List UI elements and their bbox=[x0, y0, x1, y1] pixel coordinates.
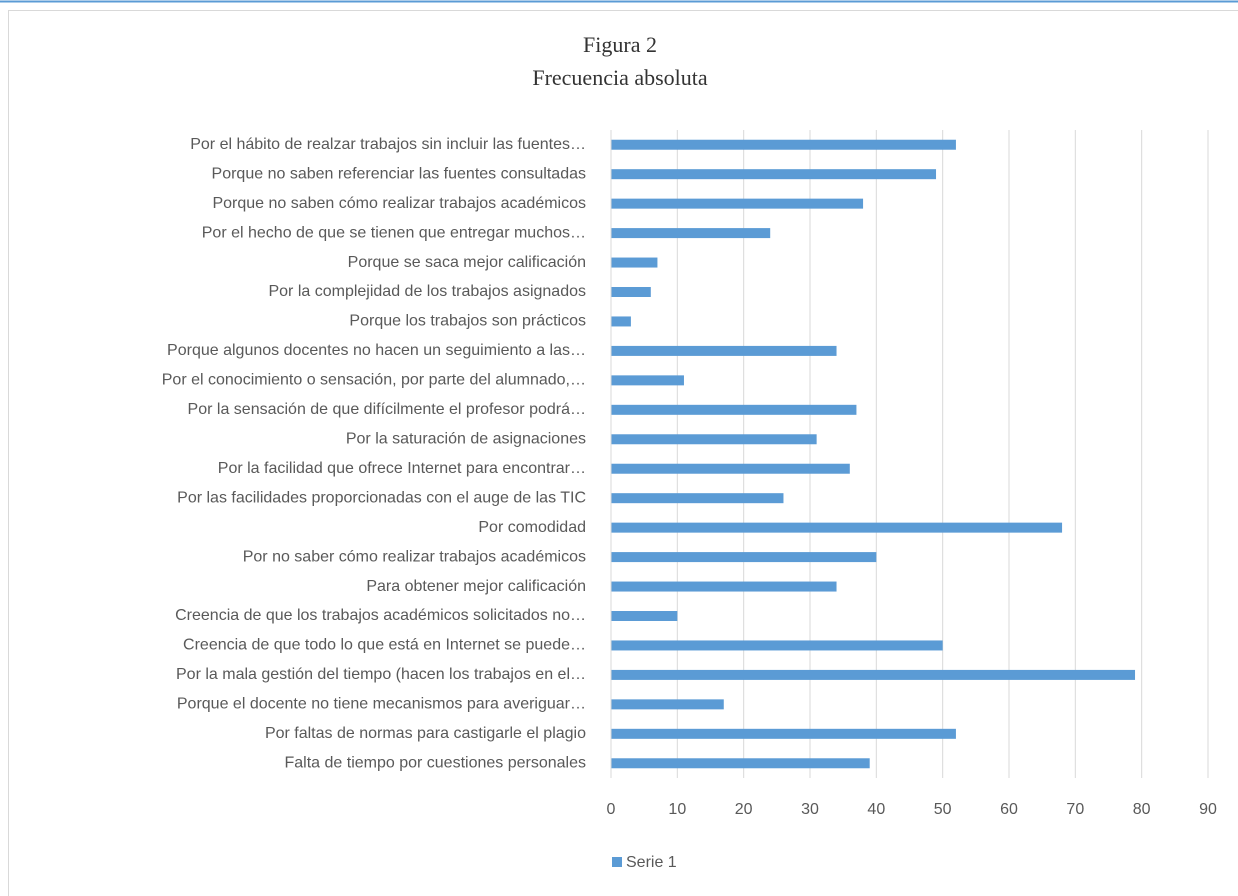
y-tick-label: Por las facilidades proporcionadas con e… bbox=[177, 489, 586, 506]
y-tick-label: Falta de tiempo por cuestiones personale… bbox=[284, 754, 586, 771]
x-tick-label: 90 bbox=[1199, 801, 1217, 818]
bar bbox=[611, 198, 864, 209]
bar bbox=[611, 552, 877, 563]
legend-label: Serie 1 bbox=[626, 854, 677, 871]
bar bbox=[611, 169, 937, 180]
bar bbox=[611, 404, 857, 415]
bar bbox=[611, 758, 870, 769]
bar bbox=[611, 669, 1136, 680]
y-tick-label: Por la facilidad que ofrece Internet par… bbox=[218, 460, 586, 477]
y-tick-label: Para obtener mejor calificación bbox=[366, 578, 586, 595]
bar bbox=[611, 434, 817, 445]
y-tick-label: Por el hábito de realzar trabajos sin in… bbox=[190, 136, 586, 153]
legend-swatch bbox=[612, 857, 622, 867]
x-tick-label: 50 bbox=[934, 801, 952, 818]
bar bbox=[611, 640, 943, 651]
x-tick-label: 80 bbox=[1133, 801, 1151, 818]
y-tick-label: Porque los trabajos son prácticos bbox=[349, 313, 586, 330]
y-tick-label: Porque no saben cómo realizar trabajos a… bbox=[212, 195, 586, 212]
x-tick-label: 30 bbox=[801, 801, 819, 818]
y-tick-label: Porque algunos docentes no hacen un segu… bbox=[167, 342, 586, 359]
chart-frame bbox=[8, 10, 1238, 896]
y-tick-label: Por no saber cómo realizar trabajos acad… bbox=[243, 548, 586, 565]
bar bbox=[611, 287, 651, 297]
bar bbox=[611, 522, 1063, 533]
y-tick-label: Porque se saca mejor calificación bbox=[348, 254, 586, 271]
bar bbox=[611, 699, 724, 710]
y-tick-label: Porque el docente no tiene mecanismos pa… bbox=[177, 696, 586, 713]
bar bbox=[611, 228, 771, 239]
x-tick-label: 10 bbox=[668, 801, 686, 818]
y-tick-label: Creencia de que todo lo que está en Inte… bbox=[183, 637, 586, 654]
y-tick-label: Por la sensación de que difícilmente el … bbox=[188, 401, 586, 418]
y-tick-label: Por el hecho de que se tienen que entreg… bbox=[202, 224, 586, 241]
y-tick-label: Por la saturación de asignaciones bbox=[346, 430, 586, 447]
bar bbox=[611, 375, 684, 386]
x-tick-label: 20 bbox=[735, 801, 753, 818]
y-tick-label: Por la mala gestión del tiempo (hacen lo… bbox=[176, 666, 586, 683]
bar bbox=[611, 463, 850, 474]
y-tick-label: Creencia de que los trabajos académicos … bbox=[175, 607, 586, 624]
x-tick-label: 70 bbox=[1066, 801, 1084, 818]
bar bbox=[611, 728, 956, 739]
x-tick-label: 0 bbox=[607, 801, 616, 818]
bar bbox=[611, 345, 837, 356]
bar bbox=[611, 581, 837, 592]
bar bbox=[611, 316, 631, 327]
x-tick-label: 40 bbox=[867, 801, 885, 818]
x-tick-label: 60 bbox=[1000, 801, 1018, 818]
bar bbox=[611, 611, 678, 621]
bar bbox=[611, 257, 658, 268]
y-tick-label: Porque no saben referenciar las fuentes … bbox=[212, 165, 586, 182]
chart-title: Figura 2 bbox=[583, 32, 657, 57]
bar bbox=[611, 139, 956, 150]
bar bbox=[611, 493, 784, 504]
chart-subtitle: Frecuencia absoluta bbox=[532, 65, 708, 90]
y-tick-label: Por la complejidad de los trabajos asign… bbox=[268, 283, 586, 300]
y-tick-label: Por faltas de normas para castigarle el … bbox=[265, 725, 586, 742]
y-tick-label: Por comodidad bbox=[478, 519, 586, 536]
y-tick-label: Por el conocimiento o sensación, por par… bbox=[162, 372, 586, 389]
